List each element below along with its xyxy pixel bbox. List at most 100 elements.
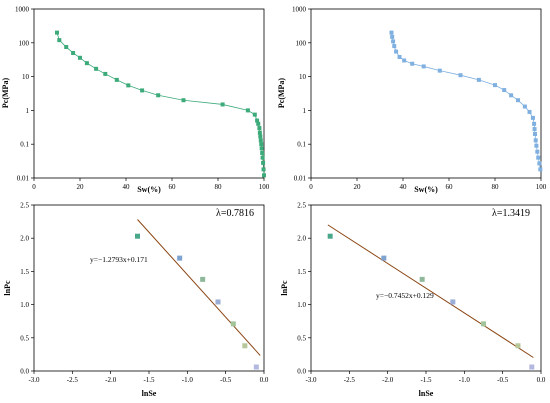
y-tick-label: 0.1 xyxy=(297,141,306,149)
series-points xyxy=(327,233,535,370)
x-tick-label: -1.0 xyxy=(182,376,194,384)
y-tick-label: 1000 xyxy=(292,6,307,14)
y-tick-label: 1 xyxy=(303,107,307,115)
chart-bottom-left: -3.0 -2.5 -2.0 -1.5 -1.0 -0.5 0.0 0.0 0.5 1.0 1.5… xyxy=(3,202,269,399)
y-tick-label: 100 xyxy=(296,39,307,47)
x-tick-label: -0.5 xyxy=(220,376,232,384)
data-point xyxy=(389,30,394,35)
data-point xyxy=(527,109,532,114)
data-point xyxy=(57,38,62,43)
data-point xyxy=(394,49,399,54)
data-point xyxy=(493,83,497,88)
y-tick-label: 2.5 xyxy=(20,202,29,210)
data-point xyxy=(532,127,537,132)
y-ticks: 0.0 0.5 1.0 1.5 2.0 2.5 xyxy=(297,202,311,376)
y-tick-label: 2.0 xyxy=(20,235,29,243)
data-point xyxy=(327,233,333,239)
data-point xyxy=(476,77,481,82)
data-point xyxy=(421,64,426,69)
y-ticks: 0.01 0.1 1 10 100 1000 xyxy=(15,6,34,183)
y-axis-label: Pc(MPa) xyxy=(1,78,10,109)
fit-line xyxy=(137,219,261,356)
y-tick-label: 0.01 xyxy=(17,175,30,183)
x-tick-label: 100 xyxy=(259,183,270,191)
data-point xyxy=(262,173,266,178)
y-tick-label: 1000 xyxy=(15,6,30,14)
y-tick-label: 0.01 xyxy=(294,175,307,183)
plot-frame xyxy=(310,8,542,179)
y-tick-label: 0.0 xyxy=(297,368,306,376)
x-tick-label: 100 xyxy=(536,183,547,191)
x-tick-label: 0 xyxy=(309,183,313,191)
data-point xyxy=(260,155,265,160)
x-tick-label: 20 xyxy=(77,183,85,191)
x-tick-label: 80 xyxy=(215,183,223,191)
data-point xyxy=(257,126,262,131)
series-line xyxy=(56,32,265,176)
x-tick-label: 0 xyxy=(32,183,36,191)
data-point xyxy=(242,343,248,349)
data-point xyxy=(256,121,261,126)
x-tick-label: 80 xyxy=(492,183,500,191)
x-tick-label: -1.0 xyxy=(459,376,471,384)
x-tick-label: -3.0 xyxy=(28,376,40,384)
data-point xyxy=(259,146,264,151)
data-point xyxy=(533,132,538,137)
data-point xyxy=(502,88,507,93)
y-tick-label: 10 xyxy=(299,73,307,81)
series-points xyxy=(135,233,259,370)
x-axis-label: lnSe xyxy=(142,389,157,398)
x-ticks: -3.0 -2.5 -2.0 -1.5 -1.0 -0.5 0.0 xyxy=(305,371,546,384)
x-tick-label: 40 xyxy=(400,183,408,191)
data-point xyxy=(215,299,221,305)
series-line xyxy=(391,32,541,170)
x-tick-label: 60 xyxy=(169,183,177,191)
x-axis-label: Sw(%) xyxy=(137,185,161,194)
x-tick-label: -2.5 xyxy=(67,376,79,384)
chart-top-right: 0 20 40 60 80 100 0.01 0.1 1 10 100 1000 Sw(%) Pc(… xyxy=(277,6,547,195)
data-point xyxy=(516,98,520,103)
x-tick-label: 40 xyxy=(123,183,131,191)
chart-top-left: 0 20 40 60 80 100 0.01 0.1 1 10 100 1000 Sw(%) Pc(… xyxy=(1,6,270,195)
x-tick-label: -2.0 xyxy=(382,376,394,384)
x-tick-label: 0.0 xyxy=(260,376,269,384)
data-point xyxy=(392,44,397,49)
x-tick-label: -1.5 xyxy=(420,376,432,384)
y-axis-label: lnPc xyxy=(280,280,289,296)
data-point xyxy=(257,130,262,135)
y-tick-label: 1.0 xyxy=(20,301,29,309)
data-point xyxy=(390,34,395,39)
data-point xyxy=(260,150,265,155)
y-tick-label: 1.0 xyxy=(297,301,306,309)
y-tick-label: 2.5 xyxy=(297,202,306,210)
plot-frame xyxy=(33,204,265,372)
data-point xyxy=(437,68,442,73)
chart-bottom-right: -3.0 -2.5 -2.0 -1.5 -1.0 -0.5 0.0 0.0 0.5 1.0 1.5… xyxy=(280,202,546,399)
x-tick-label: -2.5 xyxy=(344,376,356,384)
data-point xyxy=(391,39,396,44)
data-point xyxy=(530,115,535,120)
x-ticks: 0 20 40 60 80 100 xyxy=(309,178,547,191)
equation-annotation: y=−1.2793x+0.171 xyxy=(90,255,148,264)
y-tick-label: 0.5 xyxy=(297,334,306,342)
data-point xyxy=(419,276,425,282)
plot-frame xyxy=(33,8,265,179)
data-point xyxy=(534,143,539,148)
y-ticks: 0.0 0.5 1.0 1.5 2.0 2.5 xyxy=(20,202,34,376)
data-point xyxy=(522,104,527,109)
x-tick-label: 60 xyxy=(446,183,454,191)
data-point xyxy=(140,88,145,93)
data-point xyxy=(253,364,259,370)
x-tick-label: -0.5 xyxy=(497,376,509,384)
data-point xyxy=(381,255,387,261)
y-tick-label: 0.0 xyxy=(20,368,29,376)
data-point xyxy=(481,321,486,327)
series-points xyxy=(55,30,266,178)
y-ticks: 0.01 0.1 1 10 100 1000 xyxy=(292,6,311,183)
data-point xyxy=(245,108,250,113)
x-tick-label: 0.0 xyxy=(537,376,546,384)
x-tick-label: -2.0 xyxy=(105,376,117,384)
data-point xyxy=(538,167,543,172)
y-tick-label: 2.0 xyxy=(297,235,306,243)
